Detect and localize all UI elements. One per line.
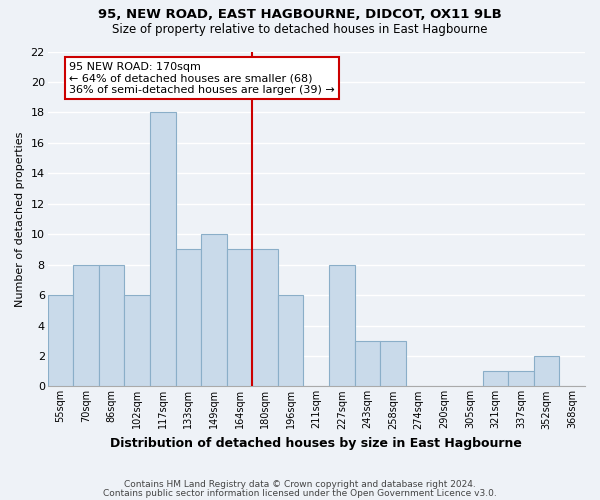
Bar: [124, 295, 150, 386]
Bar: [150, 112, 176, 386]
Bar: [73, 264, 99, 386]
Text: Size of property relative to detached houses in East Hagbourne: Size of property relative to detached ho…: [112, 22, 488, 36]
Bar: [534, 356, 559, 386]
Text: Contains HM Land Registry data © Crown copyright and database right 2024.: Contains HM Land Registry data © Crown c…: [124, 480, 476, 489]
Bar: [508, 371, 534, 386]
Bar: [201, 234, 227, 386]
Bar: [47, 295, 73, 386]
Bar: [482, 371, 508, 386]
Bar: [380, 340, 406, 386]
Text: 95 NEW ROAD: 170sqm
← 64% of detached houses are smaller (68)
36% of semi-detach: 95 NEW ROAD: 170sqm ← 64% of detached ho…: [69, 62, 335, 94]
Bar: [176, 250, 201, 386]
Text: Contains public sector information licensed under the Open Government Licence v3: Contains public sector information licen…: [103, 488, 497, 498]
Bar: [99, 264, 124, 386]
Bar: [329, 264, 355, 386]
Text: 95, NEW ROAD, EAST HAGBOURNE, DIDCOT, OX11 9LB: 95, NEW ROAD, EAST HAGBOURNE, DIDCOT, OX…: [98, 8, 502, 20]
Bar: [227, 250, 253, 386]
Bar: [278, 295, 304, 386]
X-axis label: Distribution of detached houses by size in East Hagbourne: Distribution of detached houses by size …: [110, 437, 522, 450]
Y-axis label: Number of detached properties: Number of detached properties: [15, 132, 25, 306]
Bar: [355, 340, 380, 386]
Bar: [253, 250, 278, 386]
